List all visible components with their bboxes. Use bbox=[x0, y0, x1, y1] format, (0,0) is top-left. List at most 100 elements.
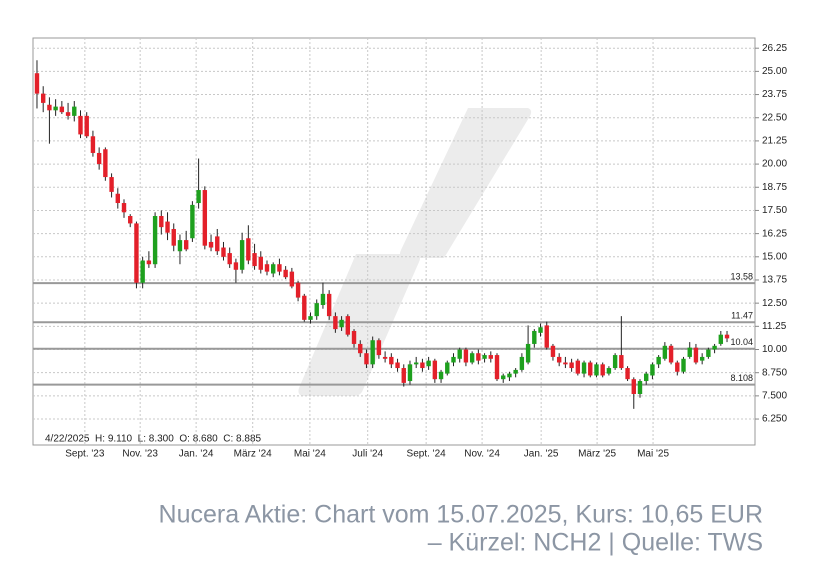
candle-body bbox=[631, 379, 636, 395]
candle-body bbox=[451, 356, 456, 363]
reference-label: 10.04 bbox=[730, 337, 753, 347]
candle-body bbox=[202, 190, 208, 246]
candle-body bbox=[637, 381, 643, 395]
candle-body bbox=[90, 136, 96, 153]
x-tick-label: Sept. '23 bbox=[65, 449, 105, 460]
candle-body bbox=[109, 177, 114, 192]
y-tick-label: 17.50 bbox=[762, 205, 787, 216]
candle-body bbox=[78, 115, 83, 135]
candle-body bbox=[59, 106, 65, 113]
candle-body bbox=[65, 112, 71, 116]
x-tick-label: Sept. '24 bbox=[407, 449, 447, 460]
candle-body bbox=[264, 264, 270, 272]
candle-body bbox=[190, 204, 195, 239]
candle-body bbox=[358, 343, 363, 354]
candle-body bbox=[699, 356, 705, 361]
candle-body bbox=[457, 349, 462, 359]
candle-body bbox=[227, 253, 232, 265]
y-tick-label: 25.00 bbox=[762, 66, 787, 77]
candle-body bbox=[513, 369, 518, 374]
candle-body bbox=[72, 106, 77, 116]
candle-body bbox=[426, 360, 431, 367]
watermark-lower bbox=[298, 254, 420, 396]
candle-body bbox=[532, 330, 537, 344]
candle-body bbox=[389, 356, 394, 365]
candle-body bbox=[569, 362, 574, 369]
candle-body bbox=[271, 264, 276, 274]
candle-body bbox=[196, 190, 201, 204]
candle-body bbox=[159, 216, 164, 228]
candle-body bbox=[283, 269, 288, 278]
candle-body bbox=[364, 353, 369, 365]
candle-body bbox=[121, 203, 127, 213]
candle-body bbox=[718, 334, 724, 344]
candle-body bbox=[96, 152, 102, 165]
candle-body bbox=[302, 295, 307, 320]
x-tick-label: März '25 bbox=[578, 449, 616, 460]
y-tick-label: 11.25 bbox=[762, 321, 787, 332]
candle-body bbox=[501, 375, 506, 380]
candle-body bbox=[351, 330, 357, 344]
x-tick-label: März '24 bbox=[234, 449, 272, 460]
candle-body bbox=[221, 247, 226, 257]
candle-body bbox=[687, 347, 692, 357]
candle-body bbox=[382, 356, 388, 359]
candle-body bbox=[600, 364, 605, 376]
candle-body bbox=[668, 345, 674, 363]
caption: – Kürzel: NCH2 | Quelle: TWS bbox=[428, 529, 763, 557]
candle-body bbox=[258, 256, 263, 270]
x-tick-label: Nov. '24 bbox=[464, 449, 500, 460]
candle-body bbox=[140, 260, 145, 283]
candle-body bbox=[53, 106, 58, 111]
candle-body bbox=[507, 373, 512, 378]
candle-body bbox=[252, 253, 257, 267]
candle-body bbox=[482, 355, 487, 359]
candle-body bbox=[314, 303, 319, 317]
candle-body bbox=[146, 260, 152, 265]
candle-body bbox=[563, 362, 568, 365]
candle-body bbox=[289, 271, 295, 287]
x-tick-label: Juli '24 bbox=[352, 449, 383, 460]
candle-body bbox=[183, 240, 189, 250]
candle-body bbox=[432, 360, 438, 380]
reference-label: 8.108 bbox=[730, 373, 753, 383]
candle-body bbox=[165, 221, 170, 233]
candle-body bbox=[128, 216, 133, 224]
candle-body bbox=[345, 316, 351, 335]
candle-body bbox=[413, 362, 419, 365]
x-tick-label: Jan. '24 bbox=[179, 449, 214, 460]
info-text: 4/22/2025 H: 9.110 L: 8.300 O: 8.680 C: … bbox=[45, 434, 262, 445]
candle-body bbox=[215, 236, 220, 252]
candle-body bbox=[712, 345, 717, 350]
candle-body bbox=[556, 356, 562, 363]
candle-body bbox=[320, 293, 326, 306]
candle-body bbox=[277, 264, 282, 272]
y-tick-label: 6.250 bbox=[762, 414, 787, 425]
candle-body bbox=[407, 364, 413, 382]
y-tick-label: 13.75 bbox=[762, 275, 787, 286]
candle-body bbox=[656, 356, 661, 365]
candle-body bbox=[376, 340, 382, 356]
axes: 26.25 25.00 23.75 22.50 21.25 20.00 18.75 17.50… bbox=[33, 38, 787, 460]
reference-label: 13.58 bbox=[730, 272, 753, 282]
candle-body bbox=[295, 282, 301, 298]
y-tick-label: 21.25 bbox=[762, 136, 787, 147]
y-tick-label: 18.75 bbox=[762, 182, 787, 193]
watermark-upper bbox=[400, 108, 532, 258]
candle-body bbox=[115, 193, 120, 204]
candle-body bbox=[644, 373, 649, 382]
candle-body bbox=[469, 353, 475, 363]
candle-body bbox=[326, 293, 332, 317]
y-tick-label: 7.500 bbox=[762, 391, 787, 402]
candle-body bbox=[420, 362, 425, 369]
candle-body bbox=[625, 368, 630, 380]
candle-body bbox=[488, 355, 493, 359]
candle-body bbox=[476, 353, 481, 361]
candle-body bbox=[588, 362, 593, 376]
candle-body bbox=[525, 343, 531, 363]
candle-body bbox=[693, 347, 699, 363]
candle-body bbox=[171, 228, 176, 246]
x-tick-label: Mai '24 bbox=[294, 449, 326, 460]
candle-body bbox=[370, 340, 375, 365]
